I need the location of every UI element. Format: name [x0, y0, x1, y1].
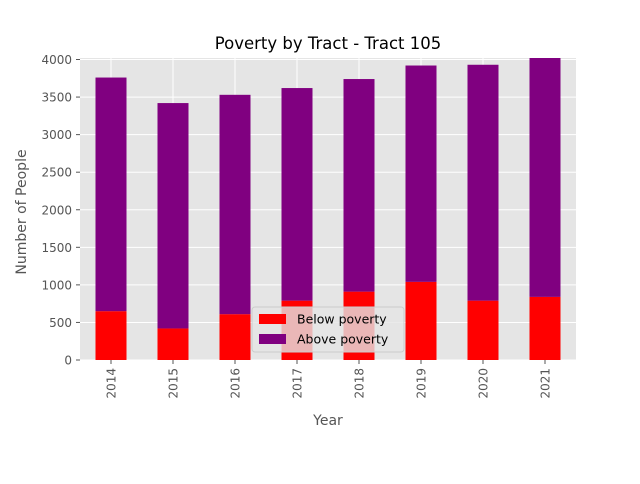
- bar-above-poverty-2017: [281, 88, 313, 301]
- y-tick-label: 1500: [41, 241, 72, 255]
- y-tick-label: 0: [64, 354, 72, 368]
- legend-label: Above poverty: [297, 332, 389, 347]
- bar-above-poverty-2015: [157, 103, 189, 329]
- bar-above-poverty-2019: [405, 65, 437, 282]
- legend: Below poverty Above poverty: [251, 306, 405, 353]
- bar-below-poverty-2020: [467, 300, 499, 360]
- x-tick-label: 2016: [229, 368, 243, 399]
- bar-below-poverty-2014: [95, 311, 127, 360]
- x-tick-label: 2020: [477, 368, 491, 399]
- bar-above-poverty-2020: [467, 64, 499, 301]
- x-axis-label: Year: [312, 413, 343, 429]
- bar-below-poverty-2021: [529, 296, 561, 360]
- x-tick-label: 2015: [167, 368, 181, 399]
- bar-below-poverty-2016: [219, 314, 251, 360]
- x-tick-label: 2021: [539, 368, 553, 399]
- chart-title: Poverty by Tract - Tract 105: [215, 34, 441, 53]
- y-tick-label: 4000: [41, 53, 72, 67]
- bar-above-poverty-2014: [95, 77, 127, 312]
- y-tick-label: 2500: [41, 166, 72, 180]
- y-axis: 0 500 1000 1500 2000 2500 3000 3500 4000: [41, 53, 80, 368]
- legend-swatch: [259, 314, 286, 324]
- bar-above-poverty-2016: [219, 94, 251, 315]
- x-axis: 2014 2015 2016 2017 2018 2019 2020 2021: [105, 360, 553, 399]
- y-tick-label: 2000: [41, 203, 72, 217]
- x-tick-label: 2019: [415, 368, 429, 399]
- y-tick-label: 500: [49, 316, 72, 330]
- legend-swatch: [259, 334, 286, 344]
- y-tick-label: 3000: [41, 128, 72, 142]
- bar-below-poverty-2015: [157, 328, 189, 360]
- legend-label: Below poverty: [297, 312, 387, 327]
- x-tick-label: 2014: [105, 368, 119, 399]
- y-tick-label: 1000: [41, 278, 72, 292]
- x-tick-label: 2018: [353, 368, 367, 399]
- y-axis-label: Number of People: [14, 149, 30, 274]
- bar-above-poverty-2018: [343, 79, 375, 292]
- bar-above-poverty-2021: [529, 58, 561, 297]
- x-tick-label: 2017: [291, 368, 305, 399]
- bar-below-poverty-2019: [405, 281, 437, 360]
- legend-box: [251, 306, 405, 353]
- y-tick-label: 3500: [41, 91, 72, 105]
